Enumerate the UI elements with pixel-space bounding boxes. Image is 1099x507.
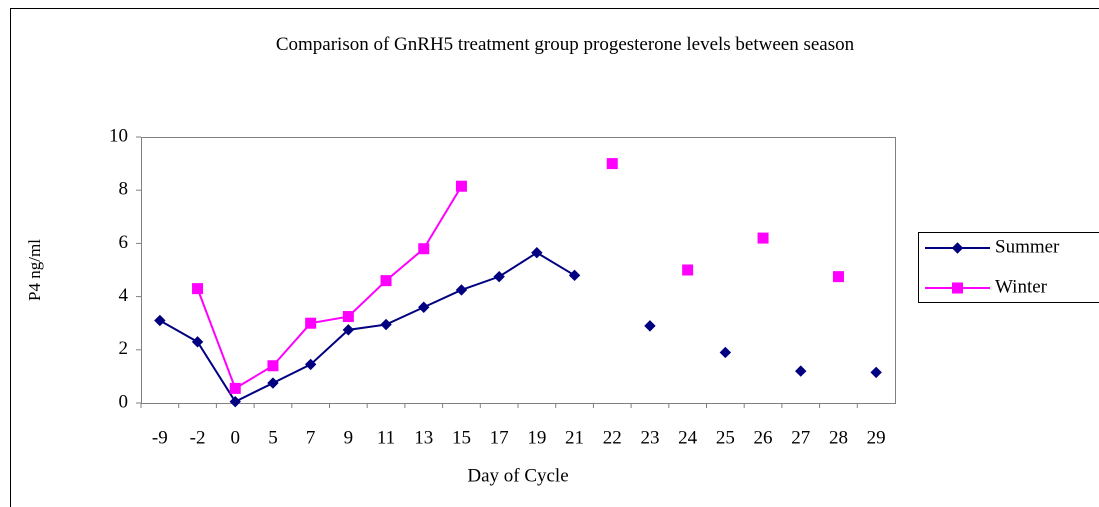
legend-label: Summer <box>995 236 1060 257</box>
data-point <box>568 269 581 282</box>
x-tick-label: 15 <box>452 427 471 448</box>
series-line <box>160 253 876 402</box>
data-point <box>795 365 807 377</box>
y-tick-label: 10 <box>109 125 128 146</box>
legend-label: Winter <box>995 276 1048 297</box>
x-tick-label: 13 <box>414 427 433 448</box>
x-tick-label: 9 <box>344 427 354 448</box>
data-point <box>606 158 618 170</box>
data-point <box>418 243 430 255</box>
data-point <box>682 264 694 276</box>
data-point <box>380 275 392 287</box>
data-point <box>418 301 430 313</box>
x-tick-label: 11 <box>377 427 395 448</box>
x-tick-label: 25 <box>716 427 735 448</box>
legend-marker <box>951 242 964 254</box>
x-tick-label: 17 <box>490 427 509 448</box>
x-tick-label: 0 <box>231 427 241 448</box>
plot-border <box>141 137 896 404</box>
data-point <box>870 366 882 379</box>
x-axis-label: Day of Cycle <box>467 465 568 486</box>
y-tick-label: 4 <box>119 285 129 306</box>
y-tick-label: 2 <box>119 338 129 359</box>
data-point <box>192 283 204 295</box>
y-tick-label: 0 <box>119 391 129 412</box>
x-tick-label: 29 <box>867 427 886 448</box>
x-tick-label: 5 <box>268 427 278 448</box>
data-point <box>267 360 279 372</box>
data-point <box>229 395 241 408</box>
x-tick-label: -9 <box>152 427 168 448</box>
data-point <box>154 314 166 327</box>
data-point <box>342 311 354 323</box>
data-point <box>229 382 241 394</box>
data-point <box>719 346 732 359</box>
data-point <box>304 358 317 371</box>
data-point <box>493 270 505 283</box>
data-point <box>531 247 543 259</box>
data-point <box>267 377 279 389</box>
x-tick-label: 26 <box>754 427 773 448</box>
data-point <box>342 324 355 336</box>
legend-marker <box>952 282 963 294</box>
x-tick-label: -2 <box>190 427 206 448</box>
data-point <box>455 284 468 296</box>
y-tick-label: 8 <box>119 179 129 200</box>
x-tick-label: 24 <box>678 427 698 448</box>
data-point <box>757 232 769 244</box>
x-tick-label: 23 <box>640 427 659 448</box>
data-point <box>832 271 844 283</box>
data-point <box>644 320 656 332</box>
y-tick-label: 6 <box>119 232 129 253</box>
data-point <box>191 336 204 348</box>
data-point <box>305 317 317 329</box>
x-tick-label: 28 <box>829 427 848 448</box>
chart-title: Comparison of GnRH5 treatment group prog… <box>275 34 855 55</box>
data-point <box>455 180 467 192</box>
y-axis-label: P4 ng/ml <box>25 239 44 301</box>
x-tick-label: 22 <box>603 427 622 448</box>
legend-box <box>918 232 1099 303</box>
x-tick-label: 27 <box>791 427 810 448</box>
series-line <box>198 186 839 388</box>
x-tick-label: 7 <box>306 427 316 448</box>
chart-border <box>10 8 1099 507</box>
data-point <box>380 318 392 331</box>
x-tick-label: 19 <box>527 427 546 448</box>
x-tick-label: 21 <box>565 427 584 448</box>
